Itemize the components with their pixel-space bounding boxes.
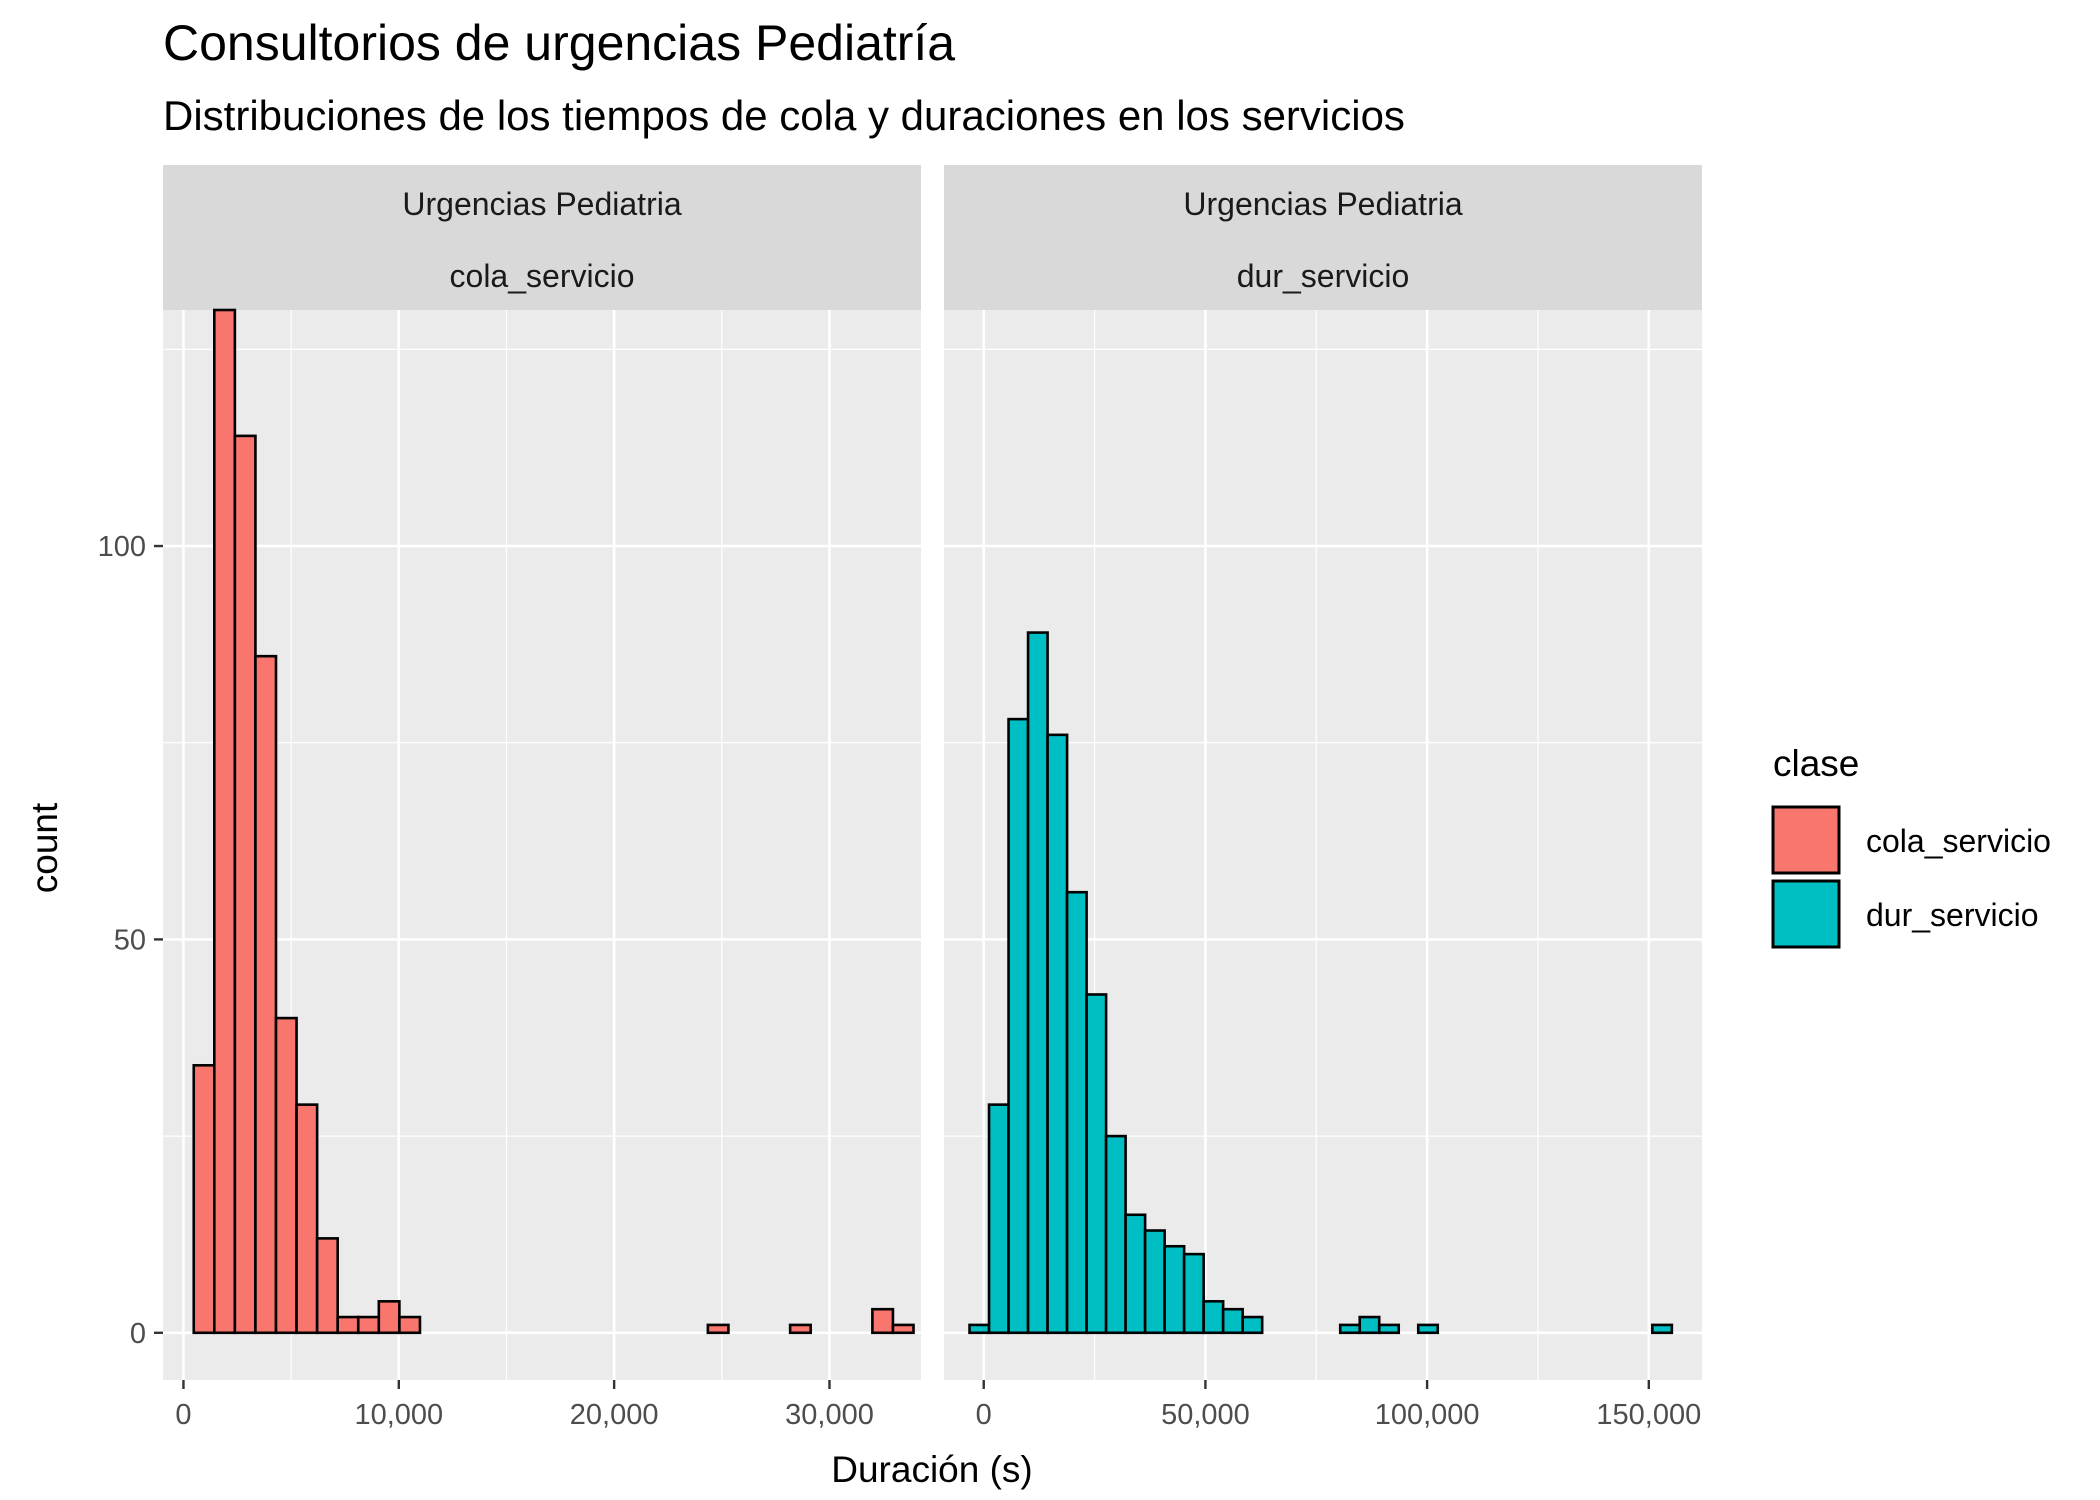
x-tick-label: 0 [976, 1399, 992, 1431]
histogram-bars [192, 308, 915, 1335]
x-tick-label: 10,000 [354, 1399, 443, 1431]
histogram-bar [233, 434, 257, 1335]
x-tick-label: 0 [175, 1399, 191, 1431]
histogram-bar [1163, 1244, 1186, 1335]
histogram-bar [871, 1307, 895, 1335]
histogram-bar [377, 1300, 401, 1335]
histogram-bar [987, 1103, 1010, 1335]
histogram-bar [315, 1237, 339, 1335]
histogram-bar [336, 1315, 360, 1335]
histogram-bar [1065, 890, 1088, 1335]
histogram-bar [1377, 1323, 1401, 1335]
legend-swatch-cola-servicio [1771, 805, 1841, 875]
y-axis: 0 50 100 [98, 531, 163, 1350]
histogram-bar [1241, 1315, 1264, 1335]
x-axis-title: Duración (s) [831, 1449, 1033, 1490]
histogram-bar [968, 1323, 991, 1335]
histogram-bar [706, 1323, 730, 1335]
y-axis-title: count [24, 802, 65, 893]
legend: clase cola_servicio dur_servicio [1771, 743, 2051, 949]
histogram-bar [1143, 1229, 1166, 1335]
chart-title: Consultorios de urgencias Pediatría [163, 15, 955, 71]
legend-label-cola-servicio: cola_servicio [1866, 823, 2051, 859]
legend-title: clase [1773, 743, 1859, 784]
histogram-bar [1416, 1323, 1440, 1335]
chart-subtitle: Distribuciones de los tiempos de cola y … [163, 92, 1405, 139]
histogram-bar [1046, 733, 1069, 1335]
strip-label-bottom: cola_servicio [450, 258, 635, 294]
histogram-bar [1104, 1134, 1127, 1335]
histogram-bar [1221, 1307, 1244, 1335]
histogram-bar [1007, 717, 1030, 1335]
legend-label-dur-servicio: dur_servicio [1866, 897, 2039, 933]
histogram-bar [1202, 1300, 1225, 1335]
strip-label-top: Urgencias Pediatria [402, 186, 681, 222]
legend-swatch-dur-servicio [1771, 879, 1841, 949]
histogram-bar [274, 1016, 298, 1335]
histogram-bar [1358, 1315, 1381, 1335]
histogram-bar [891, 1323, 915, 1335]
x-tick-label: 150,000 [1596, 1399, 1701, 1431]
histogram-bar [1124, 1213, 1147, 1335]
panel-strip [163, 165, 921, 310]
histogram-bar [1651, 1323, 1674, 1335]
histogram-bar [213, 308, 237, 1335]
histogram-bar [1085, 993, 1108, 1335]
x-axis-ticks: 0 10,000 20,000 30,000 [175, 1380, 874, 1431]
panel-strip [944, 165, 1702, 310]
y-tick-label: 50 [114, 924, 146, 956]
histogram-bar [1338, 1323, 1362, 1335]
x-tick-label: 30,000 [785, 1399, 874, 1431]
histogram-bar [192, 1063, 216, 1335]
y-tick-label: 100 [98, 531, 146, 563]
histogram-bar [1182, 1252, 1205, 1335]
histogram-bar [788, 1323, 812, 1335]
histogram-bars [968, 631, 1674, 1335]
panel-cola-servicio: Urgencias Pediatria cola_servicio 0 10,00… [163, 165, 921, 1431]
panel-dur-servicio: Urgencias Pediatria dur_servicio 0 50,000… [944, 165, 1702, 1431]
x-tick-label: 50,000 [1161, 1399, 1250, 1431]
histogram-bar [356, 1315, 381, 1335]
histogram-bar [295, 1103, 319, 1335]
histogram-bar [398, 1315, 422, 1335]
strip-label-bottom: dur_servicio [1237, 258, 1410, 294]
x-tick-label: 100,000 [1375, 1399, 1480, 1431]
x-axis-ticks: 0 50,000 100,000 150,000 [976, 1380, 1701, 1431]
x-tick-label: 20,000 [570, 1399, 659, 1431]
histogram-bar [1026, 631, 1049, 1335]
y-tick-label: 0 [130, 1318, 146, 1350]
strip-label-top: Urgencias Pediatria [1183, 186, 1462, 222]
histogram-bar [254, 654, 278, 1335]
